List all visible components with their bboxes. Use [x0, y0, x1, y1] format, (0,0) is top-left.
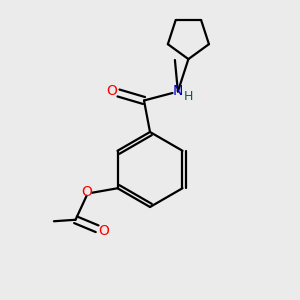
Text: O: O [106, 85, 117, 98]
Text: O: O [81, 185, 92, 199]
Text: N: N [173, 85, 183, 98]
Text: H: H [184, 90, 194, 103]
Text: O: O [98, 224, 109, 238]
